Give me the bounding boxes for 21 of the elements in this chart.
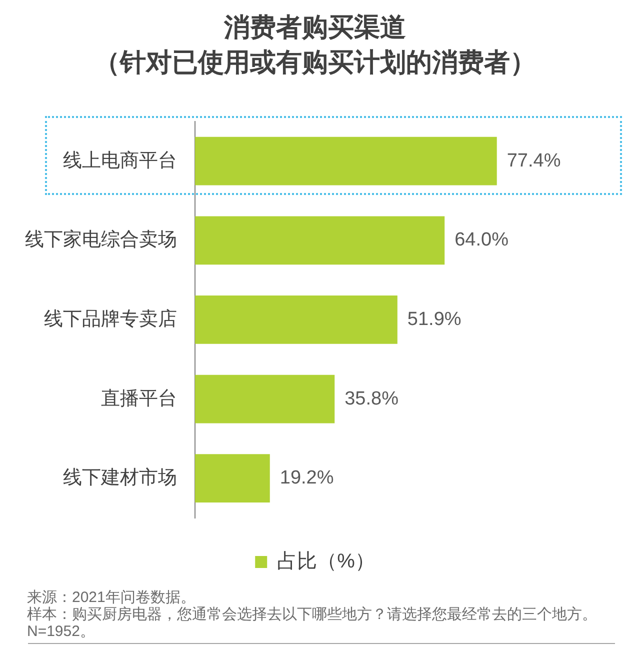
y-tick-label: 直播平台 [101, 388, 177, 410]
text: N=1952。 [27, 623, 96, 640]
y-tick-label: 线下品牌专卖店 [44, 308, 177, 330]
bar [195, 374, 335, 424]
bar [195, 216, 445, 265]
chart-title: 消费者购买渠道 [222, 11, 407, 44]
bar [195, 136, 497, 186]
y-tick-label: 线上电商平台 [63, 149, 177, 172]
data-label: 77.4% [506, 150, 561, 172]
data-label: 64.0% [454, 230, 509, 251]
data-label: 35.8% [344, 388, 399, 410]
y-tick-label: 线下家电综合卖场 [25, 228, 177, 251]
data-label: 19.2% [280, 468, 334, 489]
bar [195, 296, 398, 344]
bar [195, 454, 270, 503]
y-tick-label: 线下建材市场 [63, 466, 177, 489]
chart-subtitle: （针对已使用或有购买计划的消费者） [93, 46, 537, 79]
data-label: 51.9% [407, 308, 462, 330]
source-note: 来源：2021年问卷数据。 [27, 589, 196, 606]
text: 样本：购买厨房电器，您通常会选择去以下哪些地方？请选择您最经常去的三个地方。 [27, 606, 597, 623]
legend-label: 占比（%） [277, 550, 375, 573]
